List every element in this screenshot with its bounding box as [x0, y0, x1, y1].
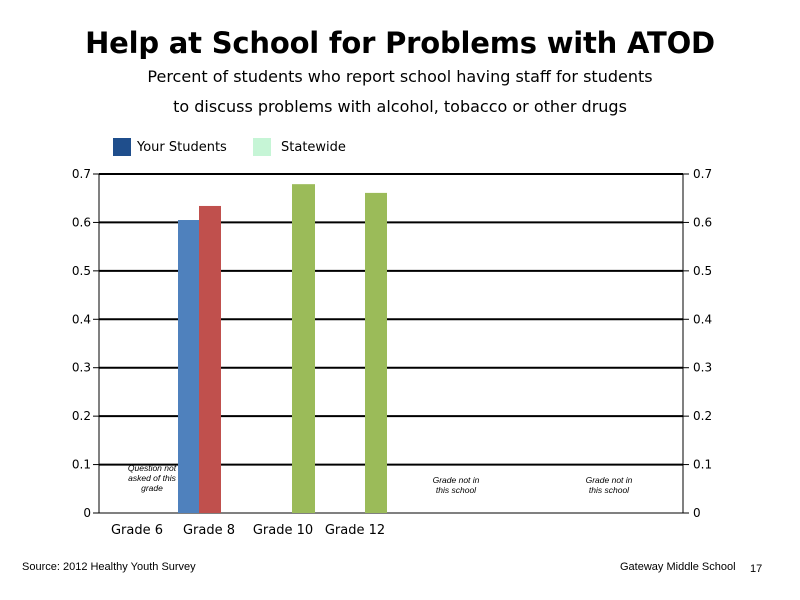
chart-subtitle-line-2: to discuss problems with alcohol, tobacc…	[173, 97, 627, 116]
x-category-label: Grade 12	[325, 523, 385, 538]
y-tick-label-left: 0.4	[72, 312, 91, 326]
bar-grade-8	[199, 205, 221, 513]
chart-note-text: this school	[436, 485, 477, 495]
y-tick-label-left: 0.1	[72, 458, 91, 472]
legend-swatch-your-students	[113, 138, 131, 156]
y-tick-label-right: 0.3	[693, 361, 712, 375]
y-tick-label-left: 0.5	[72, 264, 91, 278]
source-note: Source: 2012 Healthy Youth Survey	[22, 561, 196, 573]
y-tick-label-right: 0.6	[693, 215, 712, 229]
x-category-label: Grade 10	[253, 523, 313, 538]
bar-grade-10	[292, 184, 315, 514]
chart-note-text: Grade not in	[433, 475, 480, 485]
x-category-label: Grade 8	[183, 523, 235, 538]
legend-item-your-students: Your Students	[113, 137, 227, 157]
chart-subtitle-line-1: Percent of students who report school ha…	[147, 67, 653, 86]
chart-note-text: grade	[141, 483, 163, 493]
chart-note-text: Grade not in	[586, 475, 633, 485]
y-tick-label-left: 0	[83, 506, 91, 520]
x-category-label: Grade 6	[111, 523, 163, 538]
y-tick-label-right: 0.5	[693, 264, 712, 278]
y-tick-label-left: 0.2	[72, 409, 91, 423]
page-number: 17	[750, 563, 763, 575]
y-tick-label-right: 0.1	[693, 458, 712, 472]
bar-grade-8	[178, 220, 200, 513]
chart-note-text: this school	[589, 485, 630, 495]
bar-grade-12	[365, 192, 387, 513]
y-tick-label-right: 0.4	[693, 312, 712, 326]
legend-item-statewide: Statewide	[253, 137, 346, 157]
y-tick-label-right: 0	[693, 506, 701, 520]
legend-label-your-students: Your Students	[137, 139, 227, 155]
chart-title: Help at School for Problems with ATOD	[85, 26, 715, 60]
y-tick-label-right: 0.2	[693, 409, 712, 423]
chart-note-text: Question not	[128, 463, 177, 473]
y-tick-label-left: 0.7	[72, 167, 91, 181]
y-tick-label-left: 0.6	[72, 215, 91, 229]
legend-label-statewide: Statewide	[281, 139, 346, 155]
legend-swatch-statewide	[253, 138, 271, 156]
y-tick-label-right: 0.7	[693, 167, 712, 181]
school-name: Gateway Middle School	[620, 561, 736, 573]
chart-note-text: asked of this	[128, 473, 176, 483]
y-tick-label-left: 0.3	[72, 361, 91, 375]
